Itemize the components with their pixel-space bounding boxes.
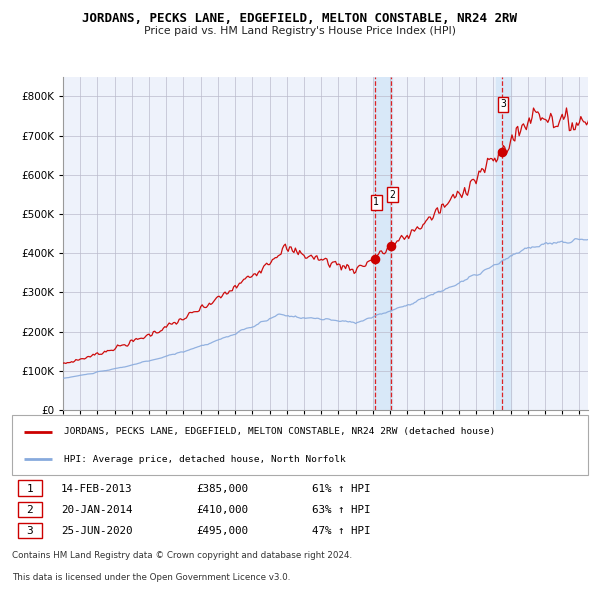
Text: 1: 1 — [373, 197, 379, 207]
Text: This data is licensed under the Open Government Licence v3.0.: This data is licensed under the Open Gov… — [12, 573, 290, 582]
Bar — [18, 523, 42, 539]
Text: JORDANS, PECKS LANE, EDGEFIELD, MELTON CONSTABLE, NR24 2RW: JORDANS, PECKS LANE, EDGEFIELD, MELTON C… — [83, 12, 517, 25]
Bar — [496, 77, 511, 410]
Text: 1: 1 — [26, 484, 33, 494]
Text: 3: 3 — [26, 526, 33, 536]
Text: £495,000: £495,000 — [196, 526, 248, 536]
Text: 47% ↑ HPI: 47% ↑ HPI — [311, 526, 370, 536]
Text: 61% ↑ HPI: 61% ↑ HPI — [311, 484, 370, 494]
Text: 20-JAN-2014: 20-JAN-2014 — [61, 505, 133, 515]
Text: Contains HM Land Registry data © Crown copyright and database right 2024.: Contains HM Land Registry data © Crown c… — [12, 550, 352, 560]
Point — [370, 254, 380, 264]
Text: 3: 3 — [500, 100, 506, 110]
Text: Price paid vs. HM Land Registry's House Price Index (HPI): Price paid vs. HM Land Registry's House … — [144, 26, 456, 36]
Bar — [18, 480, 42, 496]
Text: 2: 2 — [389, 189, 395, 199]
Bar — [18, 502, 42, 517]
Text: £385,000: £385,000 — [196, 484, 248, 494]
Point — [497, 147, 506, 156]
Text: 14-FEB-2013: 14-FEB-2013 — [61, 484, 133, 494]
Text: £410,000: £410,000 — [196, 505, 248, 515]
Text: JORDANS, PECKS LANE, EDGEFIELD, MELTON CONSTABLE, NR24 2RW (detached house): JORDANS, PECKS LANE, EDGEFIELD, MELTON C… — [64, 427, 495, 436]
Text: 2: 2 — [26, 505, 33, 515]
Text: 25-JUN-2020: 25-JUN-2020 — [61, 526, 133, 536]
Point — [386, 241, 396, 250]
Text: HPI: Average price, detached house, North Norfolk: HPI: Average price, detached house, Nort… — [64, 455, 346, 464]
Bar — [374, 77, 392, 410]
Text: 63% ↑ HPI: 63% ↑ HPI — [311, 505, 370, 515]
